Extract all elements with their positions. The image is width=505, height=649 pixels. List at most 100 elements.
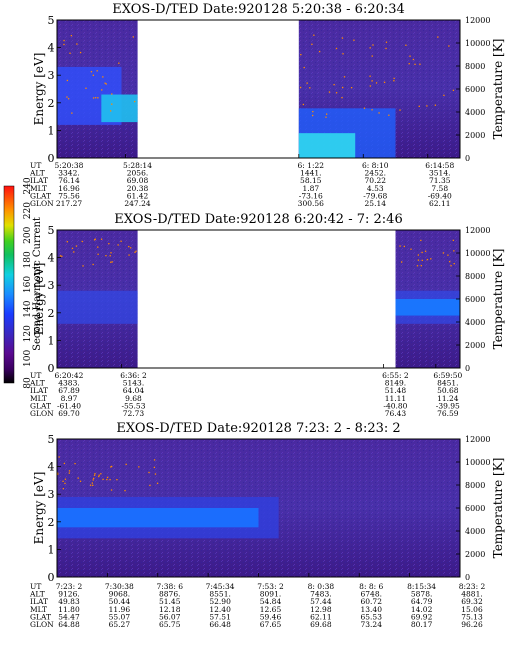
ephemeris-row-label: MLT xyxy=(30,184,47,193)
y-axis-label: Energy [eV] xyxy=(32,263,46,336)
temperature-point xyxy=(116,478,118,481)
temperature-point xyxy=(393,80,395,82)
temperature-point xyxy=(104,82,106,84)
temperature-point xyxy=(335,92,338,94)
temperature-point xyxy=(110,489,113,491)
y2-tick-label: 0 xyxy=(465,154,470,163)
ephemeris-value: 69.08 xyxy=(127,176,149,185)
y-axis-label: Energy [eV] xyxy=(32,53,46,126)
y-tick-label: 0 xyxy=(48,571,55,584)
ephemeris-value: -69.40 xyxy=(428,191,452,200)
y2-axis-label: Temperature [K] xyxy=(491,458,505,559)
colorbar-label: Second Harmonic Current xyxy=(32,217,43,351)
temperature-point xyxy=(97,253,99,255)
ephemeris-value: 6: 1:22 xyxy=(298,161,325,170)
ephemeris-value: 6:36: 2 xyxy=(120,371,147,380)
temperature-point xyxy=(447,254,449,256)
temperature-point xyxy=(135,250,137,252)
ephemeris-value: -40.80 xyxy=(383,401,407,410)
temperature-point xyxy=(92,484,94,487)
colorbar: 80 100 120 140 160 180 200 220 240 Second Harmon… xyxy=(3,177,43,389)
ephemeris-value: 6:20:42 xyxy=(55,371,84,380)
temperature-point xyxy=(313,34,315,36)
data-segment xyxy=(395,230,460,368)
ephemeris-value: 6:59:50 xyxy=(433,371,462,380)
ephemeris-value: 75.56 xyxy=(58,191,80,200)
ephemeris-row-label: GLON xyxy=(30,409,54,418)
temperature-point xyxy=(96,70,98,72)
temperature-point xyxy=(333,84,335,86)
ephemeris-value: 55.07 xyxy=(109,612,131,621)
data-segment xyxy=(57,439,460,577)
plasma-core xyxy=(101,94,138,123)
temperature-point xyxy=(92,97,95,99)
temperature-point xyxy=(401,261,403,263)
temperature-point xyxy=(111,93,113,95)
panel-title: EXOS-D/TED Date:920128 7:23: 2 - 8:23: 2 xyxy=(116,421,400,436)
y2-axis-label: Temperature [K] xyxy=(491,39,505,140)
temperature-point xyxy=(62,488,65,490)
ephemeris-value: 3514. xyxy=(429,169,450,178)
temperature-point xyxy=(385,41,388,43)
ephemeris-value: 61.42 xyxy=(127,191,149,200)
y-tick-label: 4 xyxy=(48,252,55,265)
temperature-point xyxy=(66,96,68,98)
ephemeris-value: 65.75 xyxy=(159,620,181,629)
temperature-point xyxy=(420,264,422,267)
temperature-point xyxy=(341,97,343,99)
temperature-point xyxy=(450,265,452,267)
temperature-point xyxy=(383,81,386,83)
ephemeris-value: 73.24 xyxy=(361,620,383,629)
ephemeris-value: 71.35 xyxy=(429,176,451,185)
temperature-point xyxy=(443,94,445,97)
temperature-point xyxy=(306,82,308,84)
y2-tick-label: 6000 xyxy=(465,295,485,304)
temperature-point xyxy=(138,466,140,468)
ephemeris-value: 96.26 xyxy=(461,620,483,629)
temperature-point xyxy=(68,472,70,474)
temperature-point xyxy=(79,480,82,482)
ephemeris-value: 6:55: 2 xyxy=(382,371,409,380)
temperature-point xyxy=(311,114,314,117)
temperature-point xyxy=(71,247,74,250)
ephemeris-row-label: GLON xyxy=(30,620,54,629)
ephemeris-value: 6: 8:10 xyxy=(362,161,389,170)
temperature-point xyxy=(437,36,439,38)
ephemeris-value: 49.83 xyxy=(58,597,80,606)
temperature-point xyxy=(69,52,71,54)
ephemeris-value: 57.51 xyxy=(209,612,230,621)
ephemeris-value: 8: 8: 6 xyxy=(359,582,383,591)
ephemeris-value: 6748. xyxy=(361,590,382,599)
temperature-point xyxy=(418,105,420,107)
temperature-point xyxy=(58,456,60,458)
temperature-point xyxy=(68,470,71,472)
temperature-point xyxy=(442,252,445,254)
temperature-point xyxy=(453,262,455,265)
ephemeris-value: 8551. xyxy=(209,590,230,599)
colorbar-tick-label: 180 xyxy=(23,251,33,268)
temperature-point xyxy=(57,472,59,474)
temperature-point xyxy=(111,103,113,105)
ephemeris-value: 5:20:38 xyxy=(55,161,84,170)
temperature-point xyxy=(412,58,415,61)
ephemeris-value: 7:38: 6 xyxy=(156,582,183,591)
temperature-point xyxy=(125,463,127,466)
ephemeris-value: 11.96 xyxy=(109,605,131,614)
temperature-point xyxy=(120,240,122,242)
ephemeris-value: 8149. xyxy=(385,379,406,388)
ephemeris-value: 50.44 xyxy=(109,597,131,606)
ephemeris-value: 1441. xyxy=(300,169,321,178)
ephemeris-value: 7:53: 2 xyxy=(257,582,284,591)
colorbar-tick-label: 100 xyxy=(23,350,33,367)
temperature-point xyxy=(416,265,419,267)
ephemeris-value: -39.95 xyxy=(436,401,460,410)
temperature-point xyxy=(117,244,119,246)
temperature-point xyxy=(100,238,103,240)
data-segment xyxy=(298,20,460,158)
temperature-point xyxy=(375,82,378,84)
ephemeris-value: 4383. xyxy=(58,379,79,388)
temperature-point xyxy=(124,489,126,492)
y2-tick-label: 4000 xyxy=(465,318,485,327)
colorbar-tick-label: 160 xyxy=(23,276,33,293)
temperature-point xyxy=(434,104,437,106)
